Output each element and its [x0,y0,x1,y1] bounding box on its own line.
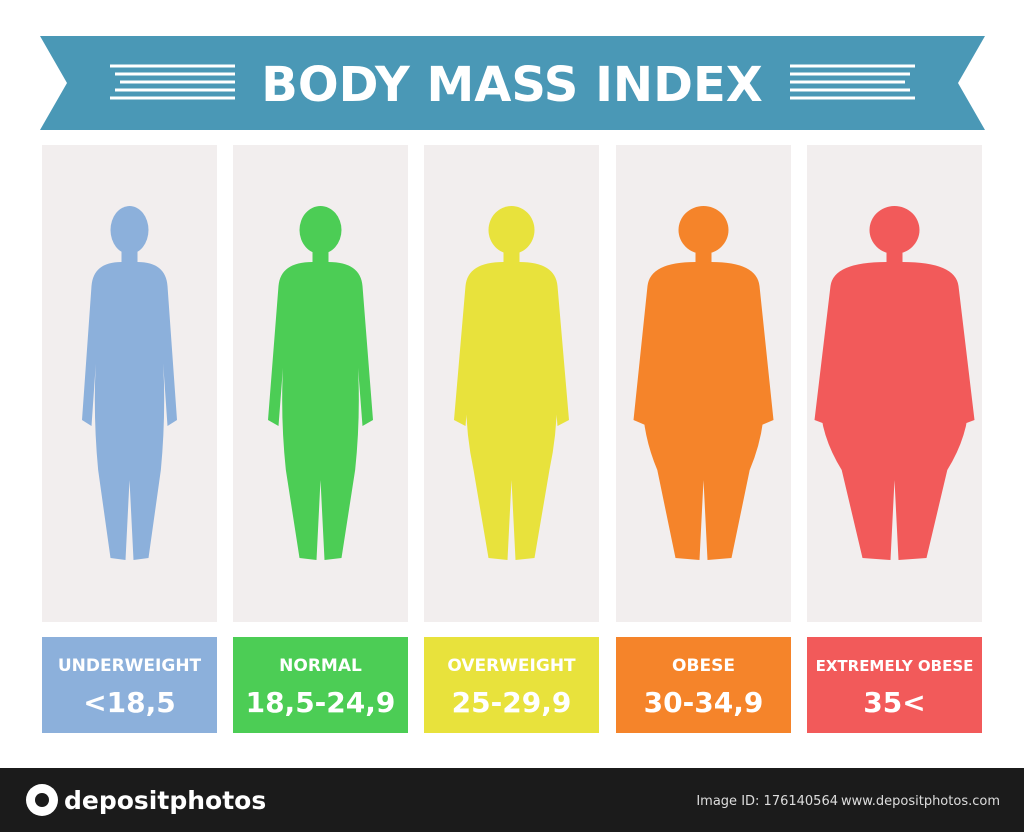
category-label: NORMAL [279,656,362,676]
silhouette-body [633,246,774,560]
silhouette-body [814,246,975,560]
silhouette-head [299,206,342,254]
footer-bar [0,768,1024,832]
category-box [616,637,791,733]
category-box [807,637,982,733]
title-ribbon [40,36,985,130]
footer-logo-hole [35,793,49,807]
panels: UNDERWEIGHT <18,5 NORMAL 18,5-24,9 OVERWEIGH… [42,145,982,733]
silhouette-body [82,246,177,560]
category-box [424,637,599,733]
silhouette-head [488,206,535,254]
category-range: <18,5 [83,686,176,719]
category-box [233,637,408,733]
category-label: EXTREMELY OBESE [816,657,974,675]
silhouette-body [268,246,373,560]
category-range: 35< [863,686,925,719]
category-range: 18,5-24,9 [246,686,396,719]
silhouette-head [869,206,920,254]
ribbon-stripes [110,64,915,100]
footer-image-id: Image ID: 176140564 [696,794,838,809]
silhouette-body [454,246,569,560]
category-range: 30-34,9 [644,686,764,719]
category-label: UNDERWEIGHT [58,656,202,676]
footer-brand: depositphotos [64,786,266,815]
footer-site: www.depositphotos.com [841,794,1000,809]
title: BODY MASS INDEX [261,57,763,113]
silhouette-head [678,206,729,254]
category-label: OVERWEIGHT [447,656,576,676]
category-box [42,637,217,733]
category-range: 25-29,9 [452,686,572,719]
silhouette-head [110,206,149,254]
category-label: OBESE [672,656,735,676]
